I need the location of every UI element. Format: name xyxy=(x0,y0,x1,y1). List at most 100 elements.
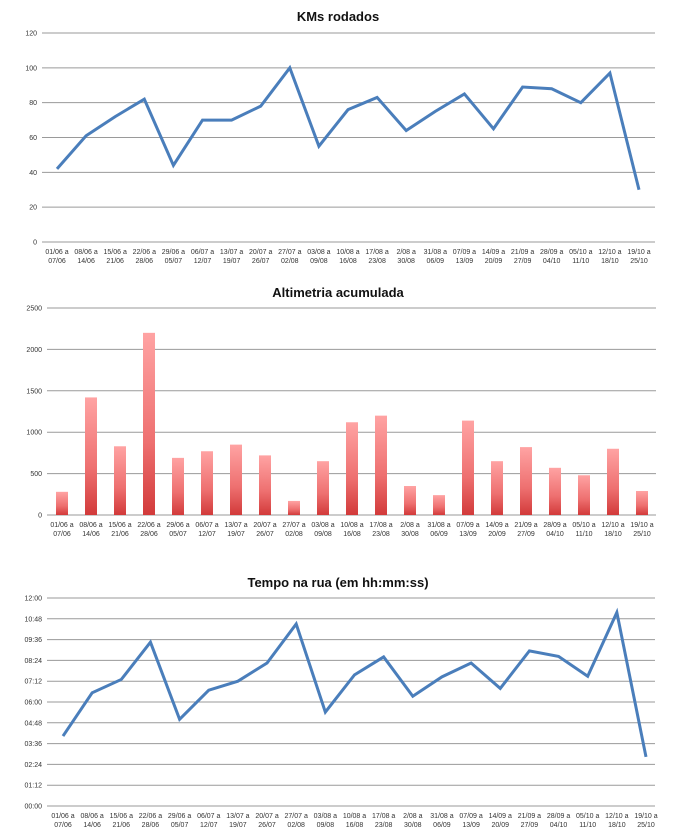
chart-title: KMs rodados xyxy=(297,9,379,24)
x-tick-label: 28/06 xyxy=(142,822,160,829)
x-tick-label: 12/07 xyxy=(200,822,218,829)
y-tick-label: 2000 xyxy=(26,347,42,354)
x-tick-label: 15/06 a xyxy=(104,249,127,256)
x-tick-label: 29/06 a xyxy=(166,522,189,529)
y-tick-label: 1500 xyxy=(26,388,42,395)
x-tick-label: 05/10 a xyxy=(572,522,595,529)
x-tick-label: 11/10 xyxy=(579,822,596,829)
x-tick-label: 05/07 xyxy=(171,822,189,829)
x-tick-label: 27/07 a xyxy=(278,249,301,256)
x-tick-label: 29/06 a xyxy=(168,813,191,820)
bar xyxy=(462,420,474,515)
x-tick-label: 12/07 xyxy=(194,258,212,265)
bar xyxy=(636,490,648,515)
x-tick-label: 23/08 xyxy=(372,531,390,538)
x-tick-label: 2/08 a xyxy=(400,522,420,529)
x-tick-label: 2/08 a xyxy=(403,813,423,820)
x-tick-label: 26/07 xyxy=(258,822,276,829)
x-tick-label: 08/06 a xyxy=(74,249,97,256)
x-tick-label: 05/07 xyxy=(169,531,187,538)
x-tick-label: 2/08 a xyxy=(396,249,416,256)
x-tick-label: 25/10 xyxy=(633,531,651,538)
bar xyxy=(317,461,329,515)
x-tick-label: 02/08 xyxy=(285,531,303,538)
y-tick-label: 500 xyxy=(30,471,42,478)
x-tick-label: 28/06 xyxy=(136,258,154,265)
bar xyxy=(259,455,271,515)
x-tick-label: 19/07 xyxy=(227,531,245,538)
y-tick-label: 02:24 xyxy=(24,762,42,769)
x-tick-label: 06/09 xyxy=(427,258,445,265)
x-tick-label: 12/10 a xyxy=(601,522,624,529)
x-tick-label: 18/10 xyxy=(601,258,619,265)
x-tick-label: 01/06 a xyxy=(50,522,73,529)
x-tick-label: 20/07 a xyxy=(249,249,272,256)
y-tick-label: 01:12 xyxy=(24,783,42,790)
x-tick-label: 02/08 xyxy=(281,258,299,265)
x-tick-label: 21/06 xyxy=(111,531,129,538)
x-tick-label: 09/08 xyxy=(317,822,335,829)
x-tick-label: 11/10 xyxy=(572,258,589,265)
y-tick-label: 100 xyxy=(25,65,37,72)
x-tick-label: 12/10 a xyxy=(605,813,628,820)
x-tick-label: 31/08 a xyxy=(427,522,450,529)
x-tick-label: 09/08 xyxy=(310,258,328,265)
bar xyxy=(491,461,503,515)
x-tick-label: 27/07 a xyxy=(282,522,305,529)
bar xyxy=(578,475,590,515)
x-tick-label: 20/09 xyxy=(488,531,506,538)
y-tick-label: 60 xyxy=(29,135,37,142)
y-tick-label: 10:48 xyxy=(24,616,42,623)
x-tick-label: 31/08 a xyxy=(430,813,453,820)
x-tick-label: 17/08 a xyxy=(365,249,388,256)
x-tick-label: 04/10 xyxy=(546,531,564,538)
x-tick-label: 11/10 xyxy=(576,531,593,538)
x-tick-label: 03/08 a xyxy=(307,249,330,256)
x-tick-label: 10/08 a xyxy=(336,249,359,256)
x-tick-label: 10/08 a xyxy=(340,522,363,529)
x-tick-label: 12/07 xyxy=(198,531,216,538)
x-tick-label: 23/08 xyxy=(368,258,386,265)
x-tick-label: 25/10 xyxy=(637,822,655,829)
tempo-chart: Tempo na rua (em hh:mm:ss) 00:00 01:12 02:2… xyxy=(24,575,657,829)
x-tick-label: 20/09 xyxy=(485,258,503,265)
x-tick-label: 28/09 a xyxy=(547,813,570,820)
y-tick-label: 40 xyxy=(29,170,37,177)
x-tick-label: 27/09 xyxy=(521,822,539,829)
x-tick-label: 06/07 a xyxy=(197,813,220,820)
x-tick-label: 18/10 xyxy=(608,822,626,829)
y-tick-label: 07:12 xyxy=(24,679,42,686)
x-tick-label: 23/08 xyxy=(375,822,393,829)
x-tick-label: 12/10 a xyxy=(598,249,621,256)
x-tick-label: 05/10 a xyxy=(576,813,599,820)
x-tick-label: 27/07 a xyxy=(285,813,308,820)
x-tick-label: 03/08 a xyxy=(314,813,337,820)
x-tick-label: 21/09 a xyxy=(511,249,534,256)
y-tick-label: 09:36 xyxy=(24,637,42,644)
x-tick-label: 06/07 a xyxy=(195,522,218,529)
bar xyxy=(607,448,619,515)
y-tick-label: 08:24 xyxy=(24,658,42,665)
x-tick-label: 10/08 a xyxy=(343,813,366,820)
x-tick-label: 29/06 a xyxy=(162,249,185,256)
x-tick-label: 01/06 a xyxy=(51,813,74,820)
y-tick-label: 04:48 xyxy=(24,720,42,727)
x-tick-label: 27/09 xyxy=(514,258,532,265)
x-tick-label: 16/08 xyxy=(343,531,361,538)
bar xyxy=(201,451,213,515)
x-tick-label: 09/08 xyxy=(314,531,332,538)
x-tick-label: 20/07 a xyxy=(253,522,276,529)
x-tick-label: 30/08 xyxy=(404,822,422,829)
x-tick-label: 05/07 xyxy=(165,258,183,265)
bar xyxy=(520,447,532,515)
x-tick-label: 21/09 a xyxy=(518,813,541,820)
x-tick-label: 26/07 xyxy=(256,531,274,538)
y-tick-label: 00:00 xyxy=(24,804,42,811)
y-tick-label: 80 xyxy=(29,100,37,107)
x-tick-label: 15/06 a xyxy=(110,813,133,820)
series-line xyxy=(61,607,648,758)
x-tick-label: 03/08 a xyxy=(311,522,334,529)
x-tick-label: 17/08 a xyxy=(369,522,392,529)
x-tick-label: 14/06 xyxy=(82,531,100,538)
